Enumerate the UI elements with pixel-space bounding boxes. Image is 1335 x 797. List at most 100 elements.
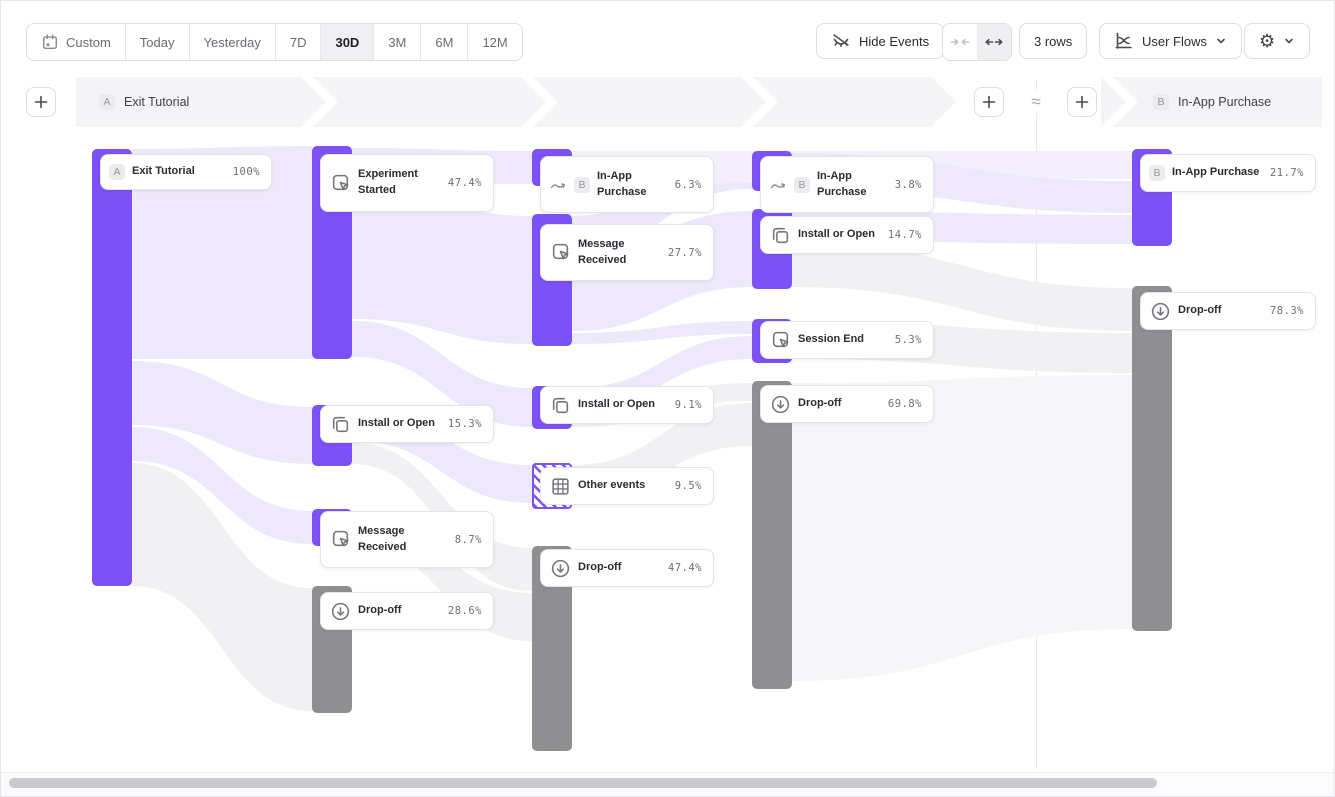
- drop-off-icon: [1149, 301, 1171, 322]
- node-badge-b: B: [574, 176, 590, 193]
- flow-node-card[interactable]: Drop-off 69.8%: [760, 385, 934, 423]
- flow-ribbon: [572, 321, 752, 344]
- flow-arrow-icon: [769, 176, 787, 194]
- node-label: Install or Open: [358, 417, 436, 430]
- node-value: 28.6%: [447, 605, 482, 617]
- node-label: In-App Purchase: [597, 169, 647, 198]
- hide-events-button[interactable]: Hide Events: [816, 23, 945, 59]
- node-label: Experiment Started: [358, 168, 418, 196]
- node-value: 8.7%: [454, 533, 482, 546]
- gear-icon: ⚙: [1259, 31, 1276, 51]
- range-3m[interactable]: 3M: [374, 24, 422, 60]
- event-icon: [329, 173, 351, 194]
- range-label: 3M: [388, 34, 407, 50]
- flow-node-card[interactable]: B In-App Purchase 6.3%: [540, 156, 714, 213]
- flow-node-card[interactable]: Message Received 27.7%: [540, 224, 714, 281]
- flow-node-card[interactable]: B In-App Purchase 3.8%: [760, 156, 934, 213]
- range-label: Yesterday: [203, 34, 261, 50]
- add-step-after-a-button[interactable]: [974, 87, 1004, 117]
- flow-node-card[interactable]: Install or Open 14.7%: [760, 216, 934, 254]
- plus-icon: [982, 95, 996, 109]
- rows-button[interactable]: 3 rows: [1019, 23, 1088, 59]
- flow-node-card[interactable]: B In-App Purchase 21.7%: [1140, 154, 1316, 192]
- flow-node-card[interactable]: Install or Open 9.1%: [540, 386, 714, 424]
- flow-node-card[interactable]: Drop-off 78.3%: [1140, 292, 1316, 330]
- node-label: Message Received: [358, 524, 407, 553]
- range-6m[interactable]: 6M: [421, 24, 469, 60]
- node-value: 47.4%: [667, 562, 702, 574]
- flow-ribbon: [132, 427, 312, 544]
- event-icon: [549, 242, 571, 263]
- collapse-columns-button[interactable]: [943, 24, 977, 60]
- node-label: In-App Purchase: [1172, 166, 1260, 179]
- horizontal-scrollbar-thumb[interactable]: [9, 778, 1157, 788]
- range-label: 30D: [335, 34, 360, 50]
- horizontal-scrollbar-track: [1, 772, 1334, 796]
- node-value: 47.4%: [447, 177, 482, 189]
- node-label: Drop-off: [578, 561, 622, 574]
- add-step-before-button[interactable]: [26, 87, 56, 117]
- flow-node-card[interactable]: A Exit Tutorial 100%: [100, 154, 272, 190]
- node-badge-a: A: [109, 164, 125, 180]
- flow-bar-drop-off[interactable]: [752, 381, 792, 689]
- settings-dropdown[interactable]: ⚙: [1244, 23, 1311, 59]
- rows-label: 3 rows: [1034, 33, 1073, 49]
- range-12m[interactable]: 12M: [468, 24, 521, 60]
- flow-node-card[interactable]: Message Received 8.7%: [320, 511, 494, 568]
- node-label: Drop-off: [1178, 304, 1222, 317]
- flow-node-card[interactable]: Drop-off 28.6%: [320, 592, 494, 630]
- flow-bar-drop-off-b[interactable]: [1132, 286, 1172, 631]
- range-7d[interactable]: 7D: [276, 24, 322, 60]
- flow-node-card[interactable]: Session End 5.3%: [760, 321, 934, 359]
- flow-ribbon: [792, 243, 1132, 331]
- flow-b-header[interactable]: B In-App Purchase: [1153, 77, 1271, 127]
- copy-icon: [549, 395, 571, 416]
- node-label: In-App Purchase: [817, 169, 867, 198]
- range-label: Custom: [66, 34, 111, 50]
- node-value: 14.7%: [887, 229, 922, 241]
- add-step-before-b-button[interactable]: [1067, 87, 1097, 117]
- flow-b-title: In-App Purchase: [1178, 95, 1272, 109]
- node-label: Drop-off: [358, 604, 402, 617]
- node-value: 27.7%: [667, 246, 702, 259]
- chevron-down-icon: [1215, 35, 1227, 47]
- flow-arrow-icon: [549, 176, 567, 194]
- grid-icon: [549, 476, 571, 497]
- calendar-icon: [41, 33, 59, 51]
- flow-node-card[interactable]: Experiment Started 47.4%: [320, 154, 494, 212]
- event-step-band: [76, 77, 1322, 127]
- node-value: 9.5%: [674, 480, 702, 492]
- user-flows-chart-icon: [1114, 31, 1134, 51]
- range-today[interactable]: Today: [126, 24, 190, 60]
- node-value: 3.8%: [894, 178, 922, 191]
- chart-type-label: User Flows: [1142, 33, 1208, 49]
- drop-off-icon: [769, 394, 791, 415]
- node-badge-b: B: [1149, 165, 1165, 181]
- node-label: Message Received: [578, 237, 627, 266]
- range-30d-selected[interactable]: 30D: [321, 24, 375, 60]
- node-label: Install or Open: [578, 398, 656, 411]
- range-yesterday[interactable]: Yesterday: [190, 24, 276, 60]
- node-value: 100%: [232, 166, 260, 178]
- flow-a-header[interactable]: A Exit Tutorial: [99, 77, 189, 127]
- date-range-group: Custom Today Yesterday 7D 30D 3M 6M 12M: [26, 23, 523, 61]
- node-label: Session End: [798, 333, 865, 346]
- flow-node-card[interactable]: Other events 9.5%: [540, 467, 714, 505]
- flow-node-card[interactable]: Install or Open 15.3%: [320, 405, 494, 443]
- flow-node-card[interactable]: Drop-off 47.4%: [540, 549, 714, 587]
- drop-off-icon: [329, 601, 351, 622]
- node-label: Other events: [578, 479, 646, 492]
- flow-separator-line: [1036, 79, 1037, 769]
- plus-icon: [34, 95, 48, 109]
- expand-columns-button[interactable]: [977, 24, 1011, 60]
- flow-bar-exit-tutorial[interactable]: [92, 149, 132, 586]
- range-label: Today: [139, 34, 175, 50]
- flow-a-badge: A: [99, 94, 115, 110]
- chart-type-dropdown[interactable]: User Flows: [1099, 23, 1243, 59]
- node-value: 78.3%: [1269, 305, 1304, 317]
- node-value: 69.8%: [887, 398, 922, 410]
- flow-ribbon: [132, 361, 312, 464]
- node-label: Exit Tutorial: [132, 165, 195, 178]
- range-custom[interactable]: Custom: [27, 24, 126, 60]
